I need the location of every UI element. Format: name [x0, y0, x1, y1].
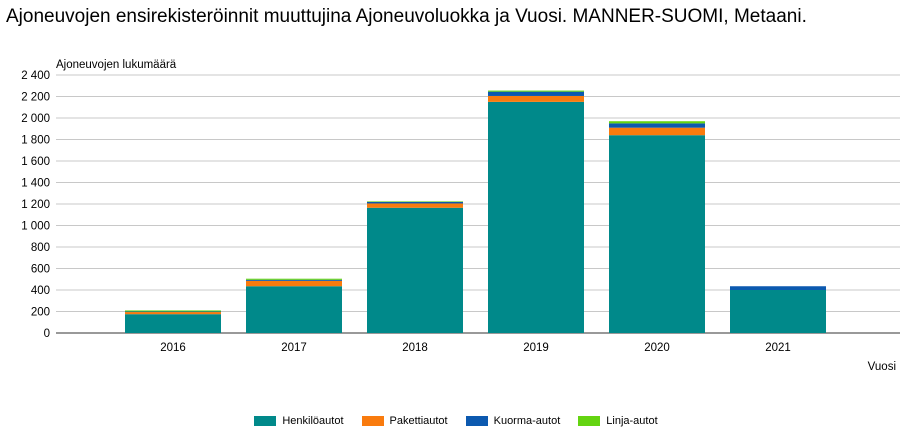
bar-2020-linja-autot [609, 121, 705, 124]
bar-2018-henkilöautot [367, 207, 463, 333]
bar-2016-pakettiautot [125, 312, 221, 315]
legend-label: Pakettiautot [389, 415, 448, 427]
x-tick-label: 2018 [402, 342, 428, 354]
bar-2019-pakettiautot [488, 95, 584, 102]
y-tick-label: 1 000 [21, 221, 50, 233]
bar-2019-henkilöautot [488, 101, 584, 333]
legend-label: Henkilöautot [282, 415, 344, 427]
bar-2018-linja-autot [367, 201, 463, 202]
legend-item: Kuorma-autot [465, 415, 561, 427]
x-tick-label: 2017 [281, 342, 307, 354]
y-tick-label: 2 200 [21, 92, 50, 104]
y-tick-label: 1 400 [21, 178, 50, 190]
y-tick-label: 1 800 [21, 135, 50, 147]
x-tick-label: 2016 [160, 342, 186, 354]
legend-label: Kuorma-autot [493, 415, 561, 427]
bar-2021-henkilöautot [730, 290, 826, 333]
x-tick-label: 2019 [523, 342, 549, 354]
bar-2021-kuorma-autot [730, 286, 826, 290]
legend-swatch [254, 416, 277, 426]
legend-label: Linja-autot [606, 415, 658, 427]
x-axis-label: Vuosi [867, 361, 896, 373]
bar-2020-kuorma-autot [609, 123, 705, 128]
bar-2016-linja-autot [125, 310, 221, 312]
bar-2020-henkilöautot [609, 135, 705, 333]
y-tick-label: 600 [31, 264, 50, 276]
y-tick-label: 2 000 [21, 113, 50, 125]
chart-title: Ajoneuvojen ensirekisteröinnit muuttujin… [6, 6, 807, 27]
bar-2017-kuorma-autot [246, 279, 342, 281]
y-tick-label: 0 [44, 328, 50, 340]
y-axis-label: Ajoneuvojen lukumäärä [56, 59, 177, 71]
bar-2020-pakettiautot [609, 127, 705, 136]
y-tick-label: 800 [31, 242, 50, 254]
legend-swatch [578, 416, 601, 426]
legend-item: Henkilöautot [254, 415, 344, 427]
bar-2017-henkilöautot [246, 286, 342, 333]
legend-swatch [465, 416, 488, 426]
bar-2016-henkilöautot [125, 314, 221, 333]
y-tick-label: 1 200 [21, 199, 50, 211]
y-tick-label: 200 [31, 307, 50, 319]
x-tick-label: 2021 [765, 342, 791, 354]
legend-item: Pakettiautot [361, 415, 448, 427]
bar-2019-linja-autot [488, 90, 584, 92]
legend-item: Linja-autot [578, 415, 658, 427]
chart-legend: Henkilöautot Pakettiautot Kuorma-autot Linj… [0, 415, 912, 427]
bar-2018-pakettiautot [367, 203, 463, 208]
bar-2017-pakettiautot [246, 280, 342, 287]
bar-2016-kuorma-autot [125, 311, 221, 313]
bar-2017-linja-autot [246, 278, 342, 280]
bar-2019-kuorma-autot [488, 91, 584, 96]
legend-swatch [361, 416, 384, 426]
y-tick-label: 2 400 [21, 70, 50, 82]
bar-2018-kuorma-autot [367, 201, 463, 204]
y-tick-label: 1 600 [21, 156, 50, 168]
y-tick-label: 400 [31, 285, 50, 297]
x-tick-label: 2020 [644, 342, 670, 354]
